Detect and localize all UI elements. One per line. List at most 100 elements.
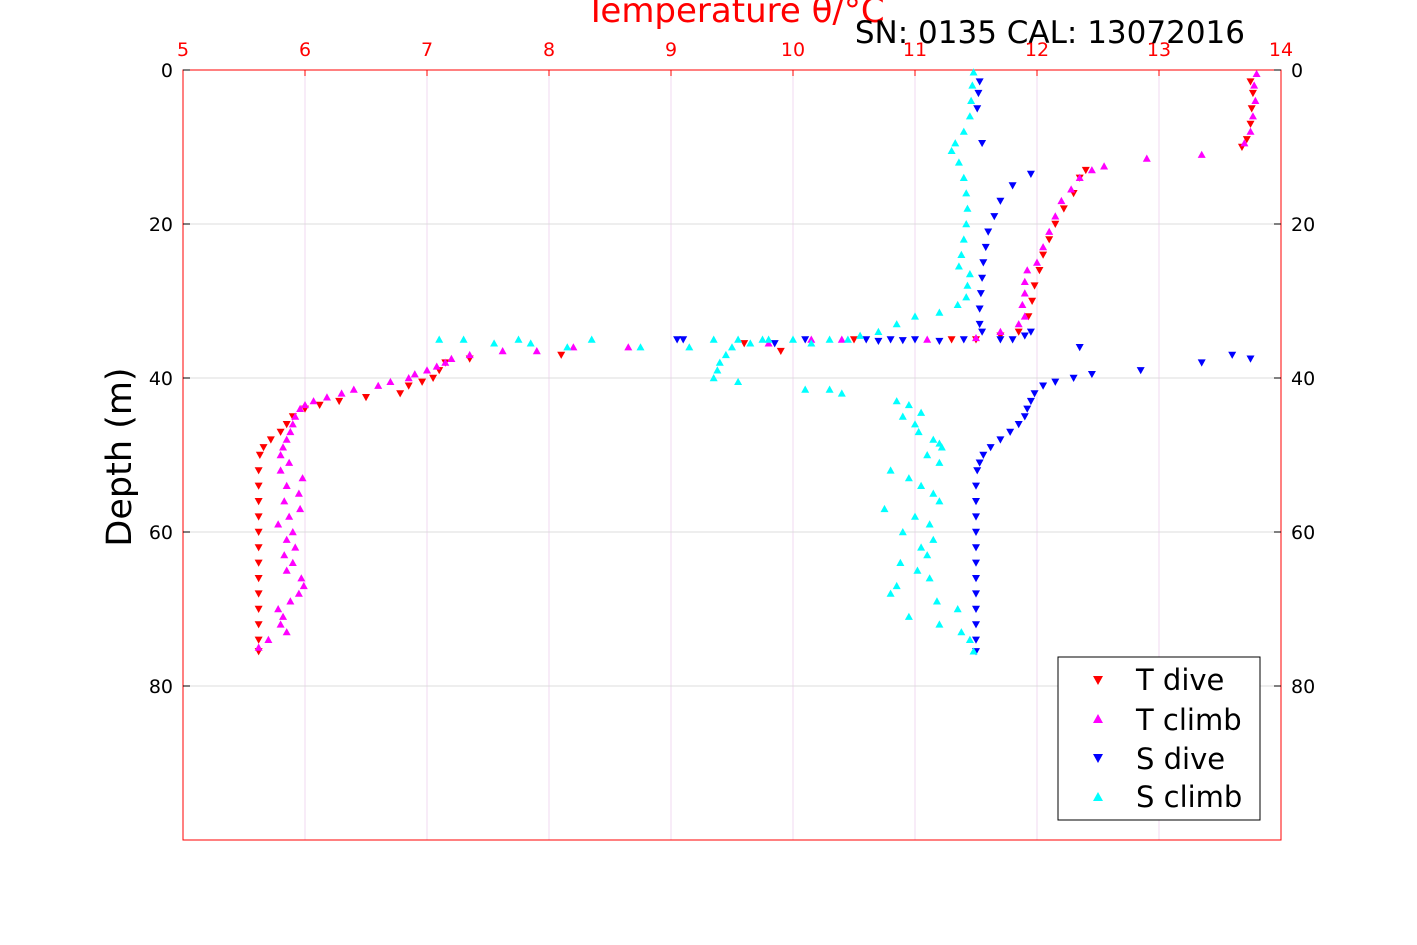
data-point (963, 204, 972, 212)
data-point (886, 589, 895, 597)
data-point (965, 635, 974, 643)
data-point (1023, 266, 1032, 274)
data-point (296, 504, 305, 513)
data-point (776, 347, 785, 356)
data-point (962, 220, 971, 228)
data-point (898, 412, 907, 420)
data-point (1136, 367, 1145, 375)
data-point (917, 481, 926, 489)
data-point (1248, 89, 1257, 98)
data-point (254, 498, 263, 506)
data-point (276, 428, 285, 436)
data-point (1006, 428, 1015, 436)
data-point (972, 544, 980, 552)
y-tick-label-right: 0 (1291, 60, 1303, 82)
data-point (441, 358, 450, 366)
data-point (254, 636, 263, 644)
x-tick-label: 10 (781, 39, 805, 61)
data-point (1030, 390, 1039, 398)
data-point (874, 327, 883, 335)
data-point (962, 189, 971, 197)
data-point (951, 139, 960, 147)
data-point (282, 566, 291, 574)
x-tick-label: 13 (1147, 39, 1171, 61)
data-point (986, 444, 995, 452)
data-point (1242, 136, 1251, 144)
data-point (965, 270, 974, 278)
data-point (929, 535, 938, 543)
data-point (770, 340, 779, 348)
legend-markers (1093, 676, 1103, 801)
data-point (972, 498, 980, 506)
data-point (978, 139, 987, 148)
data-point (935, 620, 944, 628)
data-point (837, 335, 846, 343)
data-point (309, 397, 318, 405)
data-point (972, 590, 980, 598)
data-point (764, 335, 773, 343)
data-point (962, 293, 971, 301)
data-point (254, 528, 263, 536)
data-point (972, 482, 980, 490)
data-point (362, 394, 370, 402)
data-point (279, 612, 288, 620)
data-point (679, 336, 688, 344)
data-point (801, 336, 810, 344)
data-point (410, 370, 419, 378)
x-tick-label: 11 (903, 39, 927, 61)
data-point (254, 544, 263, 552)
data-point (968, 81, 977, 89)
data-point (404, 382, 413, 390)
data-point (972, 528, 980, 536)
data-point (892, 320, 901, 328)
data-point (447, 354, 456, 362)
data-point (807, 335, 816, 343)
data-point (1252, 69, 1261, 78)
data-point (972, 333, 980, 342)
data-point (282, 421, 291, 429)
data-point (280, 497, 289, 505)
data-point (1008, 182, 1017, 190)
data-point (396, 390, 405, 398)
data-point (264, 635, 273, 643)
data-point (1100, 162, 1109, 170)
data-point (1248, 112, 1257, 120)
data-point (1246, 355, 1255, 363)
data-point (429, 374, 438, 382)
data-point (954, 262, 963, 270)
data-point (740, 340, 749, 348)
data-point (975, 305, 984, 313)
data-point (978, 274, 987, 282)
data-point (274, 605, 283, 613)
data-point (886, 336, 895, 344)
data-point (975, 459, 984, 467)
legend: T dive T climb S dive S climb (1057, 656, 1261, 821)
data-point (896, 558, 905, 566)
data-point (837, 389, 846, 397)
data-point (914, 427, 923, 436)
data-point (254, 559, 263, 567)
data-point (322, 393, 331, 401)
data-point (254, 605, 263, 613)
data-point (959, 173, 968, 181)
data-point (254, 590, 263, 598)
x-tick-label: 12 (1025, 39, 1049, 61)
data-point (850, 336, 858, 344)
data-point (1240, 139, 1249, 147)
data-point (1069, 374, 1078, 382)
data-point (1018, 300, 1027, 309)
data-point (976, 290, 985, 298)
data-point (892, 397, 901, 405)
data-point (807, 339, 816, 347)
plot-area-frame (182, 69, 1282, 841)
data-point (959, 127, 968, 135)
data-point (294, 589, 303, 597)
data-point (758, 335, 767, 343)
data-point (288, 558, 297, 566)
data-point (898, 528, 907, 536)
y-axis-label: Depth (m) (100, 367, 140, 546)
y-tick-label-right: 80 (1291, 676, 1315, 698)
data-point (1026, 170, 1035, 178)
data-point (286, 597, 295, 605)
data-point (587, 335, 596, 343)
